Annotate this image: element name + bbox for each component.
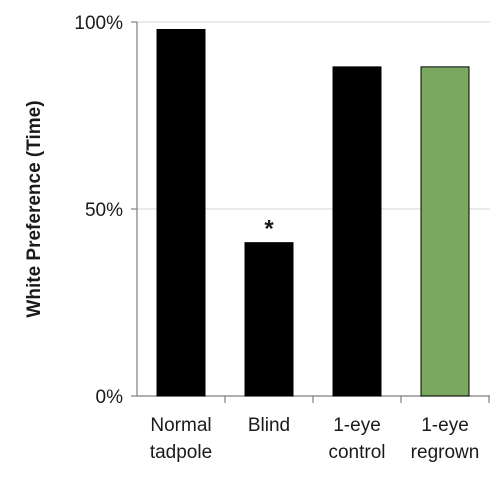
x-category-labels: Normal tadpole Blind 1-eye control 1-eye regro… <box>150 415 480 463</box>
bars <box>156 28 470 397</box>
y-axis-title: White Preference (Time) <box>24 100 45 317</box>
x-category-label: 1-eye <box>421 415 469 436</box>
x-category-label: 1-eye <box>333 415 381 436</box>
bar-0 <box>156 28 206 397</box>
annotations: * <box>264 216 274 243</box>
bar-1 <box>244 242 294 397</box>
x-category-label: regrown <box>411 442 480 463</box>
significance-asterisk: * <box>264 216 274 243</box>
bar-2 <box>332 66 382 397</box>
bar-3 <box>420 66 470 397</box>
x-category-label: tadpole <box>150 442 212 463</box>
y-tick-label: 50% <box>85 200 123 221</box>
x-category-label: Blind <box>248 415 290 436</box>
y-tick-labels: 0% 50% 100% <box>74 13 123 408</box>
x-category-label: control <box>328 442 385 463</box>
x-category-label: Normal <box>150 415 211 436</box>
y-tick-label: 100% <box>74 13 123 34</box>
y-tick-label: 0% <box>96 387 124 408</box>
